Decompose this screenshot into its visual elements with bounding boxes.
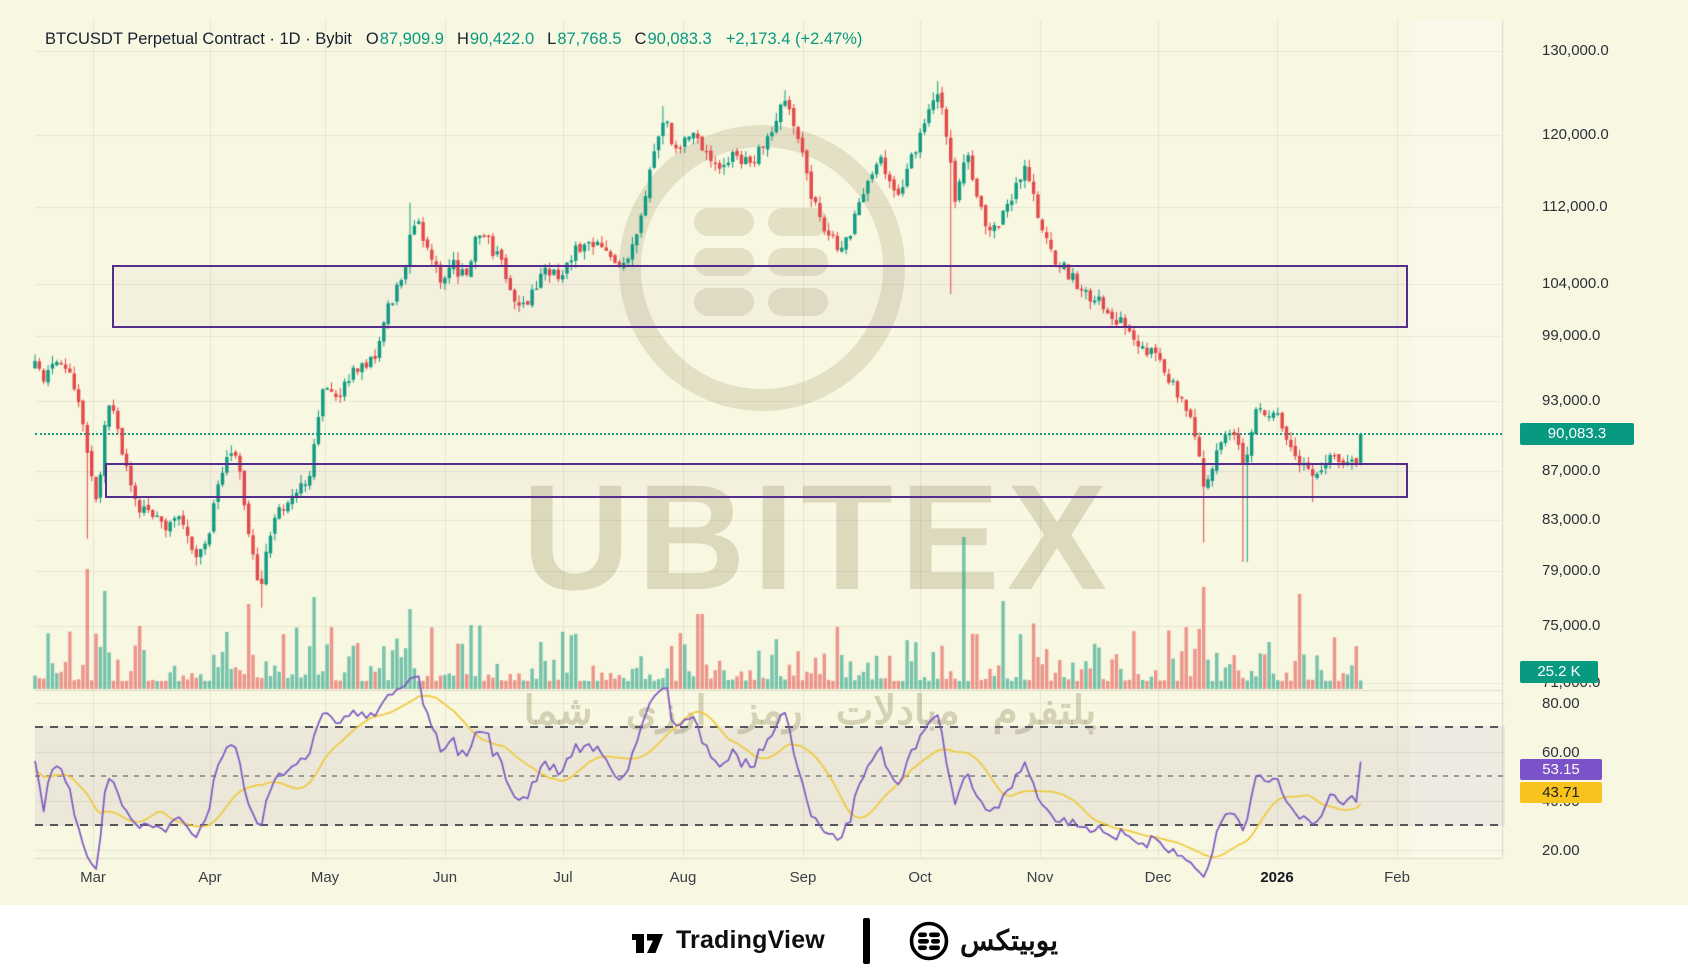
rsi-ma-badge: 43.71 xyxy=(1520,782,1602,803)
time-axis-label: Nov xyxy=(1026,869,1054,886)
price-axis-label: 99,000.0 xyxy=(1542,326,1601,344)
price-axis-label: 120,000.0 xyxy=(1542,125,1609,143)
price-axis-label: 87,000.0 xyxy=(1542,461,1601,479)
symbol-title: BTCUSDT Perpetual Contract · 1D · Bybit xyxy=(45,30,352,48)
price-axis-label: 130,000.0 xyxy=(1542,41,1609,59)
time-axis-label: Mar xyxy=(80,869,106,886)
price-axis-label: 79,000.0 xyxy=(1542,562,1601,580)
volume-badge: 25.2 K xyxy=(1520,661,1598,683)
price-axis-label: 104,000.0 xyxy=(1542,275,1609,293)
symbol-legend: BTCUSDT Perpetual Contract · 1D · Bybit … xyxy=(45,30,862,49)
change-value: +2,173.4 (+2.47%) xyxy=(725,30,863,48)
footer-divider xyxy=(862,917,870,964)
footer-bar: TradingView یوبیتکس xyxy=(0,905,1688,976)
time-axis-label: Dec xyxy=(1144,869,1172,886)
ohlc-item: O 87,909.9 xyxy=(365,30,444,48)
price-axis-label: 93,000.0 xyxy=(1542,391,1601,409)
time-axis-label: 2026 xyxy=(1260,869,1294,886)
ubitex-brand-name: یوبیتکس xyxy=(959,925,1059,956)
rsi-axis-label: 60.00 xyxy=(1542,744,1580,761)
time-axis-label: Oct xyxy=(908,869,932,886)
time-axis-label: Aug xyxy=(669,869,697,886)
rsi-axis-label: 20.00 xyxy=(1542,842,1580,859)
time-axis-label: Sep xyxy=(789,869,817,886)
supply-zone-rectangle[interactable] xyxy=(112,265,1408,329)
tradingview-wordmark: TradingView xyxy=(675,926,825,954)
time-axis-label: Apr xyxy=(198,869,222,886)
ubitex-logo-icon xyxy=(909,921,949,960)
time-axis-label: May xyxy=(310,869,340,886)
ohlc-item: L 87,768.5 xyxy=(547,30,622,48)
candlestick-canvas[interactable] xyxy=(0,0,1688,905)
price-badge: 90,083.3 xyxy=(1520,423,1634,446)
tradingview-attribution[interactable]: TradingView xyxy=(630,926,825,956)
ohlc-values: O 87,909.9 H 90,422.0 L 87,768.5 C 90,083.3 xyxy=(366,30,712,49)
price-axis-label: 75,000.0 xyxy=(1542,616,1601,634)
price-axis-label: 83,000.0 xyxy=(1542,510,1601,528)
ubitex-attribution[interactable]: یوبیتکس xyxy=(908,920,1058,962)
time-axis-label: Jul xyxy=(553,869,573,886)
rsi-axis-label: 80.00 xyxy=(1542,695,1580,712)
time-axis-label: Jun xyxy=(432,869,458,886)
ohlc-item: C 90,083.3 xyxy=(634,30,712,48)
tradingview-logo-icon xyxy=(631,933,663,953)
time-axis-label: Feb xyxy=(1384,869,1410,886)
rsi-value-badge: 53.15 xyxy=(1520,759,1602,780)
demand-zone-rectangle[interactable] xyxy=(105,463,1408,499)
ohlc-item: H 90,422.0 xyxy=(456,30,535,48)
price-axis-label: 112,000.0 xyxy=(1542,197,1608,215)
